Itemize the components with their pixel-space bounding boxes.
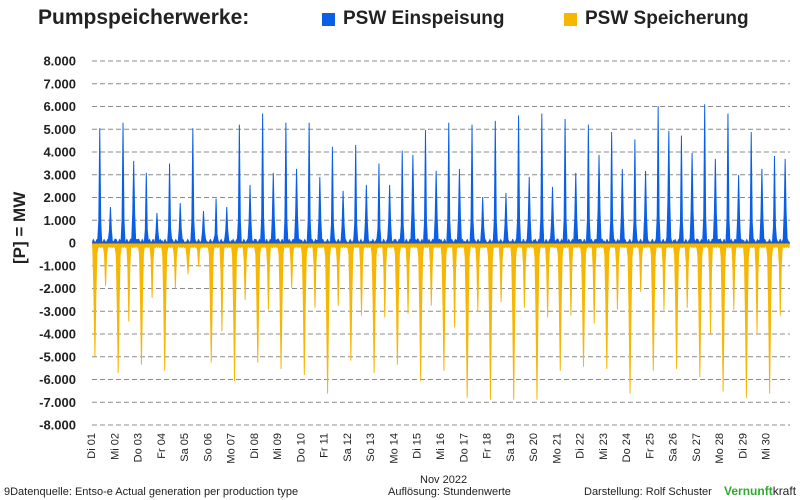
y-tick-label: 4.000 [43, 145, 76, 160]
x-tick-label: Do 17 [458, 433, 470, 462]
y-tick-label: 5.000 [43, 122, 76, 137]
legend-label-speicherung: PSW Speicherung [585, 8, 749, 29]
x-tick-label: Di 22 [575, 433, 587, 459]
footer-source: 9Datenquelle: Entso-e Actual generation … [4, 486, 299, 498]
x-tick-label: So 13 [365, 433, 377, 462]
x-tick-label: So 06 [202, 433, 214, 462]
x-tick-label: Mi 16 [435, 433, 447, 460]
y-tick-label: -7.000 [39, 395, 76, 410]
x-tick-label: Mi 09 [272, 433, 284, 460]
legend-swatch-einspeisung [322, 12, 335, 26]
x-tick-label: Mi 23 [598, 433, 610, 460]
x-tick-label: Mo 21 [551, 433, 563, 464]
footer-author: Darstellung: Rolf Schuster Vernunftkraft [584, 484, 796, 498]
x-tick-label: Mo 28 [714, 433, 726, 464]
y-tick-label: 7.000 [43, 76, 76, 91]
brand-logo-black: kraft [772, 484, 797, 498]
x-tick-label: Do 03 [133, 433, 145, 462]
y-tick-label: -3.000 [39, 304, 76, 319]
x-tick-label: Sa 05 [179, 433, 191, 462]
y-tick-label: 0 [69, 236, 76, 251]
x-tick-label: Di 29 [737, 433, 749, 459]
x-tick-label: Sa 19 [505, 433, 517, 462]
x-tick-label: Fr 11 [319, 433, 331, 458]
legend-label-einspeisung: PSW Einspeisung [343, 8, 505, 29]
x-tick-label: Do 10 [295, 433, 307, 462]
y-tick-label: 1.000 [43, 213, 76, 228]
x-tick-label: Di 15 [412, 433, 424, 459]
x-tick-label: Fr 04 [156, 433, 168, 459]
y-tick-label: 6.000 [43, 99, 76, 114]
legend-item-einspeisung: PSW Einspeisung [322, 8, 505, 30]
series-einspeisung-area [92, 104, 790, 243]
x-tick-label: Di 08 [249, 433, 261, 459]
x-tick-label: Mo 07 [226, 433, 238, 464]
legend-item-speicherung: PSW Speicherung [564, 8, 749, 30]
x-axis-label: Nov 2022 [420, 474, 468, 486]
x-tick-label: Fr 25 [644, 433, 656, 459]
y-tick-label: -4.000 [39, 327, 76, 342]
y-axis-label: [P] = MW [10, 191, 29, 264]
footer-resolution: Auflösung: Stundenwerte [388, 486, 511, 498]
chart-title: Pumpspeicherwerke: [38, 6, 250, 29]
x-tick-label: Do 24 [621, 433, 633, 462]
x-tick-label: Fr 18 [482, 433, 494, 459]
x-tick-label: Mo 14 [388, 433, 400, 464]
y-tick-label: 3.000 [43, 167, 76, 182]
y-tick-label: -8.000 [39, 418, 76, 433]
y-tick-label: -1.000 [39, 258, 76, 273]
x-tick-label: Mi 02 [109, 433, 121, 460]
brand-logo-green: Vernunft [724, 484, 773, 498]
x-tick-label: Sa 26 [668, 433, 680, 462]
y-tick-label: -5.000 [39, 349, 76, 364]
x-tick-label: Mi 30 [761, 433, 773, 460]
x-tick-label: So 20 [528, 433, 540, 462]
x-tick-label: So 27 [691, 433, 703, 462]
footer-author-text: Darstellung: Rolf Schuster [584, 486, 712, 498]
x-tick-label: Di 01 [86, 433, 98, 459]
y-tick-label: -2.000 [39, 281, 76, 296]
x-tick-label: Sa 12 [342, 433, 354, 462]
y-tick-label: 2.000 [43, 190, 76, 205]
series-speicherung-area [92, 243, 790, 400]
y-tick-label: -6.000 [39, 372, 76, 387]
legend-swatch-speicherung [564, 12, 577, 26]
y-tick-label: 8.000 [43, 54, 76, 69]
